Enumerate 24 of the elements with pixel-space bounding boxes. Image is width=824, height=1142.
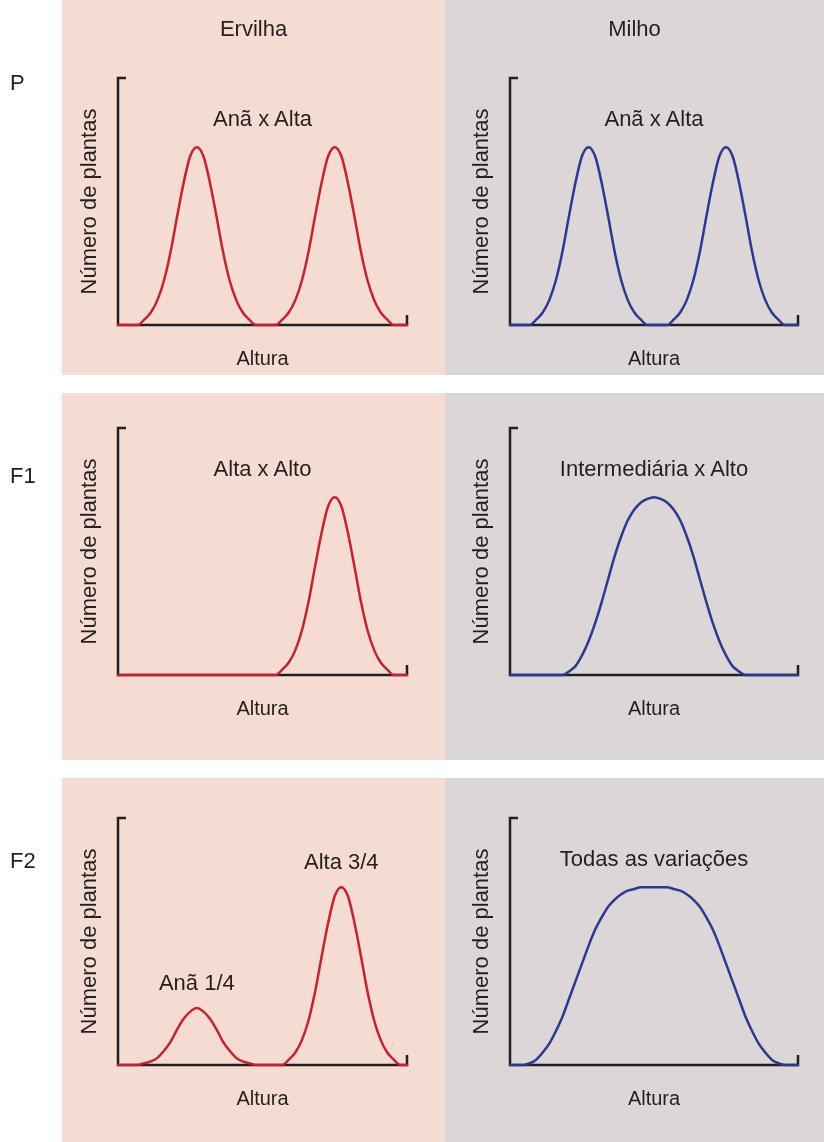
x-axis-title: Altura (236, 347, 290, 369)
x-axis-title: Altura (236, 697, 290, 719)
y-axis-title: Número de plantas (468, 848, 493, 1035)
chart-title: Milho (608, 16, 661, 41)
text: Anã x Alta (604, 106, 705, 131)
text: Todas as variações (559, 846, 749, 871)
y-axis-title: Número de plantas (76, 848, 101, 1035)
annotation: Anã 1/4 (158, 970, 235, 996)
text: Alta 3/4 (304, 849, 379, 875)
text: Intermediária x Alto (559, 456, 749, 481)
chart-subtitle: P (10, 70, 25, 95)
chart-subtitle: F1 (10, 463, 36, 488)
y-axis-title: Número de plantas (468, 108, 493, 295)
x-axis-title: Altura (627, 697, 681, 719)
chart-title: Ervilha (219, 16, 288, 41)
y-axis-title: Número de plantas (76, 108, 101, 295)
x-axis-title: Altura (236, 1087, 290, 1109)
text: Anã x Alta (212, 106, 313, 131)
x-axis-title: Altura (627, 1087, 681, 1109)
x-axis-title: Altura (627, 347, 681, 369)
text: Alta x Alto (213, 456, 312, 481)
y-axis-title: Número de plantas (468, 458, 493, 645)
y-axis-title: Número de plantas (76, 458, 101, 645)
chart-subtitle: F2 (10, 848, 36, 873)
